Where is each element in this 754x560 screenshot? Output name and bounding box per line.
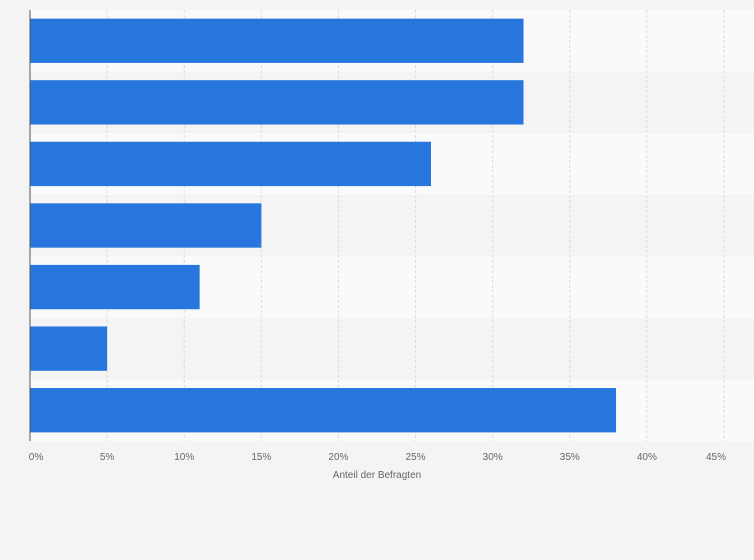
x-tick-labels: 0% 5% 10% 15% 20% 25% 30% 35% 40% 45% bbox=[29, 452, 726, 463]
bar bbox=[30, 18, 524, 63]
bar bbox=[30, 264, 200, 310]
x-tick-label: 0% bbox=[29, 452, 44, 463]
x-tick-label: 40% bbox=[637, 452, 657, 463]
bar bbox=[30, 388, 617, 433]
x-tick-label: 30% bbox=[483, 452, 503, 463]
x-tick-label: 35% bbox=[560, 452, 580, 463]
x-tick-label: 20% bbox=[328, 452, 348, 463]
x-tick-label: 45% bbox=[706, 452, 726, 463]
bar bbox=[30, 326, 108, 371]
x-tick-label: 15% bbox=[251, 452, 271, 463]
bar bbox=[30, 203, 262, 248]
bar bbox=[30, 141, 431, 187]
bar bbox=[30, 80, 524, 125]
x-tick-label: 25% bbox=[406, 452, 426, 463]
bars bbox=[30, 18, 617, 433]
x-axis-title: Anteil der Befragten bbox=[333, 470, 421, 481]
x-tick-label: 10% bbox=[174, 452, 194, 463]
row-band bbox=[30, 317, 754, 380]
x-tick-label: 5% bbox=[100, 452, 115, 463]
